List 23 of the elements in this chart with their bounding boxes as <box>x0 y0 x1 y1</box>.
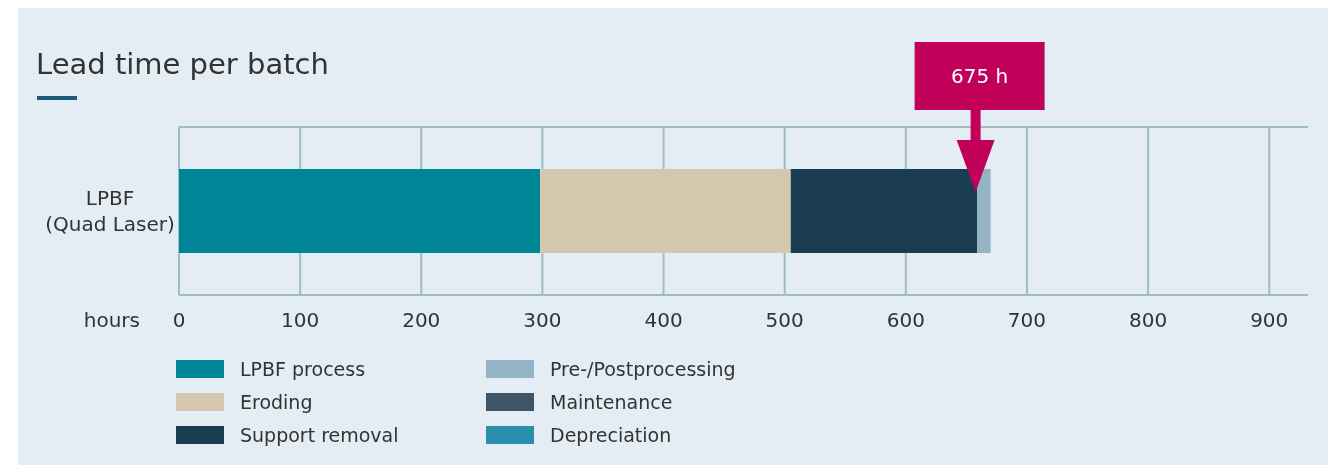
text: 675 h <box>951 64 1009 88</box>
x-tick-label: 0 <box>172 308 186 332</box>
bar <box>179 169 540 253</box>
x-tick-label: 800 <box>1129 308 1168 332</box>
legend-label: Eroding <box>240 391 313 413</box>
legend-label: Depreciation <box>550 424 672 446</box>
x-tick-label: 100 <box>281 308 320 332</box>
x-tick-label: 700 <box>1007 308 1047 332</box>
x-axis-title: hours <box>83 308 140 332</box>
x-tick-label: 400 <box>644 308 683 332</box>
legend-label: Maintenance <box>550 391 673 413</box>
chart-title: Lead time per batch <box>36 47 329 81</box>
x-tick-label: 600 <box>886 308 925 332</box>
x-tick-label: 900 <box>1250 308 1289 332</box>
legend-label: Support removal <box>240 424 399 446</box>
y-tick-label: LPBF (Quad Laser) <box>45 186 175 236</box>
bar <box>790 169 978 253</box>
x-tick-label: 500 <box>765 308 804 332</box>
bar <box>539 169 791 253</box>
legend-label: Pre-/Postprocessing <box>550 358 736 380</box>
x-tick-label: 300 <box>523 308 562 332</box>
x-tick-label: 200 <box>402 308 441 332</box>
legend-label: LPBF process <box>240 358 366 380</box>
